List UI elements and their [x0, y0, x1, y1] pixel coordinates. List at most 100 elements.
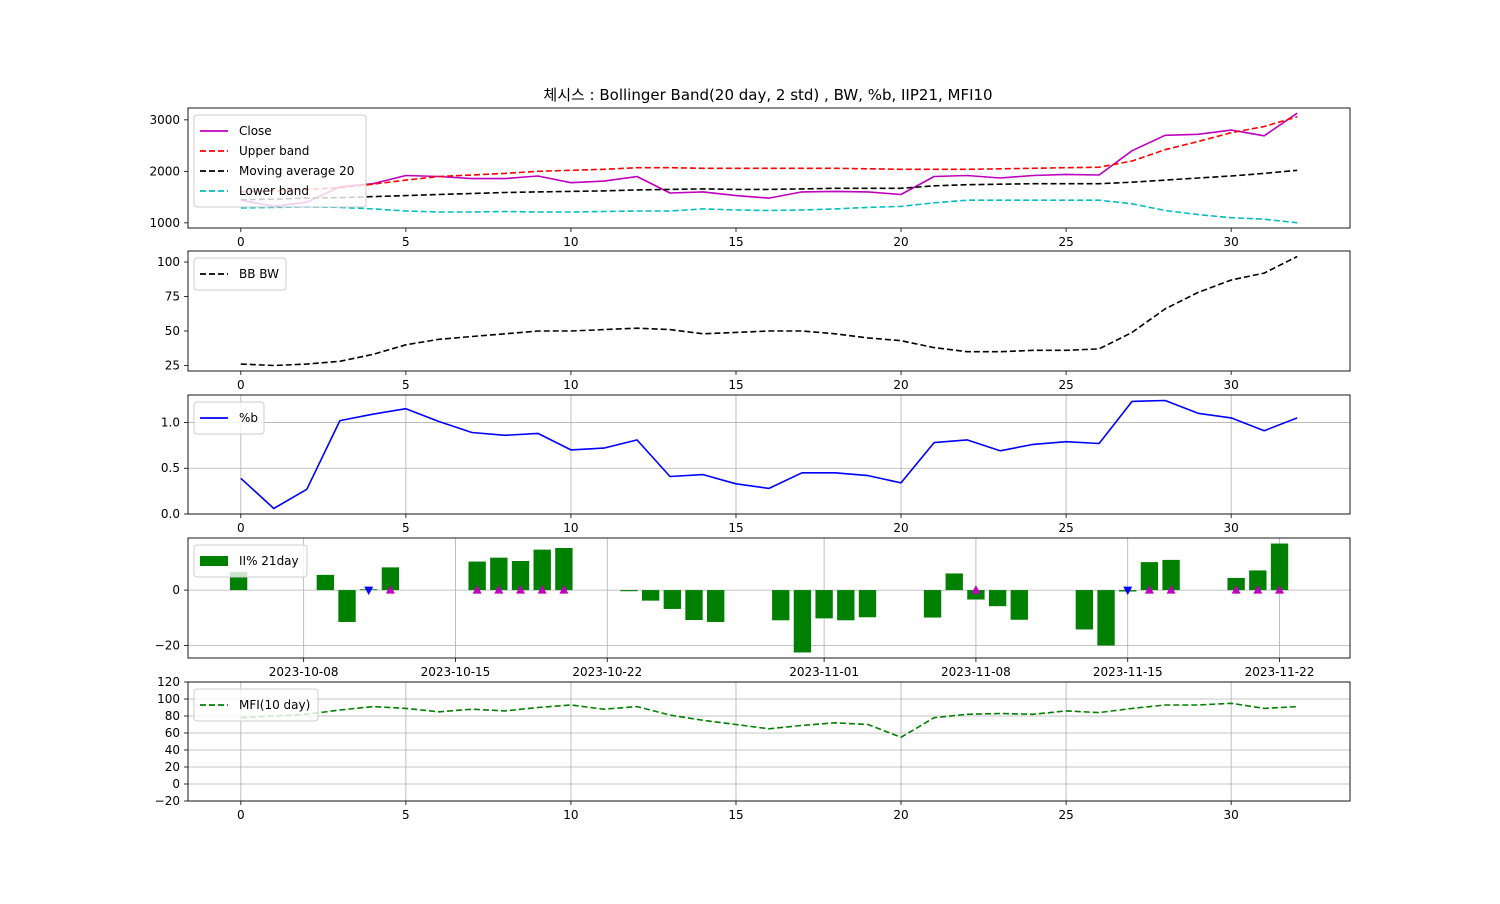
x-tick-label: 30: [1224, 378, 1239, 392]
y-tick-label: 100: [157, 255, 180, 269]
plot-area: [240, 399, 1298, 510]
bar-2023-11-07: [945, 573, 963, 591]
x-tick-label: 2023-10-22: [572, 665, 642, 679]
x-tick-label: 30: [1224, 235, 1239, 249]
buy-marker-2023-11-17: [1166, 585, 1176, 594]
x-tick-label: 2023-11-08: [941, 665, 1011, 679]
bar-2023-10-16: [468, 561, 486, 591]
axes-frame: [187, 107, 1351, 229]
legend-label: Upper band: [239, 144, 309, 158]
x-tick-label: 10: [563, 808, 578, 822]
legend-label: MFI(10 day): [239, 698, 310, 712]
mfi-panel: 0 5 10 15 20 25 30 −20 0 20 40 60 80 100 120 MFI(10 day…: [155, 675, 1351, 822]
y-tick-label: 40: [165, 743, 180, 757]
x-tick-label: 20: [893, 521, 908, 535]
bar-2023-10-10: [338, 590, 356, 622]
bar-2023-10-31: [793, 590, 812, 653]
bar-2023-10-17: [490, 557, 508, 591]
bar-2023-11-03: [858, 590, 877, 618]
x-tick-label: 30: [1224, 808, 1239, 822]
x-tick-label: 0: [237, 808, 245, 822]
x-tick-label: 25: [1058, 235, 1073, 249]
bar-2023-11-16: [1140, 562, 1159, 591]
x-tick-label: 0: [237, 378, 245, 392]
series-line-bb-bw: [240, 255, 1298, 367]
y-tick-label: 0.0: [161, 507, 180, 521]
series-line-close: [240, 112, 1298, 208]
bar-2023-10-19: [533, 549, 551, 591]
x-tick-label: 30: [1224, 521, 1239, 535]
y-tick-label: 75: [165, 290, 180, 304]
bar-2023-11-22: [1270, 543, 1289, 591]
percent-b-panel: 0 5 10 15 20 25 30 0.0 0.5 1.0 %b: [161, 394, 1351, 535]
y-tick-label: 0: [172, 583, 180, 597]
bar-2023-10-24: [641, 590, 660, 601]
bar-2023-10-09: [316, 574, 335, 591]
legend-label: Close: [239, 124, 272, 138]
plot-area: [240, 255, 1298, 367]
legend-label: BB BW: [239, 267, 279, 281]
bar-2023-10-25: [663, 590, 681, 609]
bollinger-panel: 0 5 10 15 20 25 30 1000 2000 3000 Close Upper band M…: [149, 107, 1351, 249]
sell-marker-2023-10-11: [364, 586, 374, 596]
y-tick-label: 20: [165, 760, 180, 774]
buy-marker-2023-10-12: [385, 585, 395, 594]
x-tick-label: 0: [237, 235, 245, 249]
buy-marker-2023-10-18: [516, 585, 526, 594]
series-line-mfi: [240, 702, 1298, 739]
bar-2023-11-17: [1162, 559, 1180, 591]
plot-area: [240, 112, 1298, 224]
x-tick-label: 15: [728, 808, 743, 822]
buy-marker-2023-11-16: [1144, 585, 1154, 594]
bar-2023-10-26: [685, 590, 703, 621]
intraday-intensity-panel: 2023-10-08 2023-10-15 2023-10-22 2023-11-01…: [155, 537, 1351, 679]
buy-marker-2023-11-20: [1231, 585, 1241, 594]
bar-2023-10-23: [620, 590, 638, 592]
bandwidth-panel: 0 5 10 15 20 25 30 25 50 75 100 BB BW: [157, 250, 1351, 392]
x-tick-label: 25: [1058, 521, 1073, 535]
axes-frame: [187, 250, 1351, 372]
legend-label: Moving average 20: [239, 164, 354, 178]
y-tick-label: 50: [165, 324, 180, 338]
buy-marker-2023-11-22: [1275, 585, 1285, 594]
y-tick-label: 2000: [149, 164, 180, 178]
series-line-moving-average-20: [240, 169, 1298, 201]
bar-2023-11-09: [988, 590, 1007, 607]
x-tick-label: 2023-11-01: [789, 665, 859, 679]
buy-marker-2023-10-20: [559, 585, 569, 594]
x-tick-label: 5: [402, 521, 410, 535]
x-tick-label: 15: [728, 378, 743, 392]
buy-marker-2023-11-21: [1253, 585, 1263, 594]
y-tick-label: −20: [155, 794, 180, 808]
series-line-lower-band: [240, 199, 1298, 224]
x-tick-label: 25: [1058, 808, 1073, 822]
bar-2023-11-10: [1010, 590, 1028, 620]
x-tick-label: 10: [563, 235, 578, 249]
legend-label: Lower band: [239, 184, 309, 198]
plot-area: [229, 543, 1289, 653]
bar-2023-10-18: [511, 561, 530, 591]
y-tick-label: −20: [155, 639, 180, 653]
x-tick-label: 20: [893, 808, 908, 822]
buy-marker-2023-10-17: [494, 585, 504, 594]
x-tick-label: 15: [728, 521, 743, 535]
sell-marker-2023-11-15: [1123, 586, 1133, 596]
x-tick-label: 5: [402, 808, 410, 822]
bar-2023-11-01: [815, 590, 833, 619]
x-tick-label: 5: [402, 378, 410, 392]
buy-marker-2023-11-08: [971, 585, 981, 594]
y-tick-label: 1000: [149, 216, 180, 230]
legend-box: [193, 401, 265, 435]
legend-swatch: [200, 556, 228, 566]
y-tick-label: 3000: [149, 113, 180, 127]
legend-label: II% 21day: [239, 554, 299, 568]
x-tick-label: 2023-10-08: [269, 665, 339, 679]
bar-2023-10-30: [772, 590, 790, 621]
bar-2023-11-13: [1075, 590, 1094, 630]
x-tick-label: 2023-11-22: [1245, 665, 1315, 679]
legend-box: [193, 688, 319, 722]
figure-title: 체시스 : Bollinger Band(20 day, 2 std) , BW…: [543, 86, 992, 104]
x-tick-label: 2023-10-15: [421, 665, 491, 679]
series-line-percent-b: [240, 399, 1298, 510]
